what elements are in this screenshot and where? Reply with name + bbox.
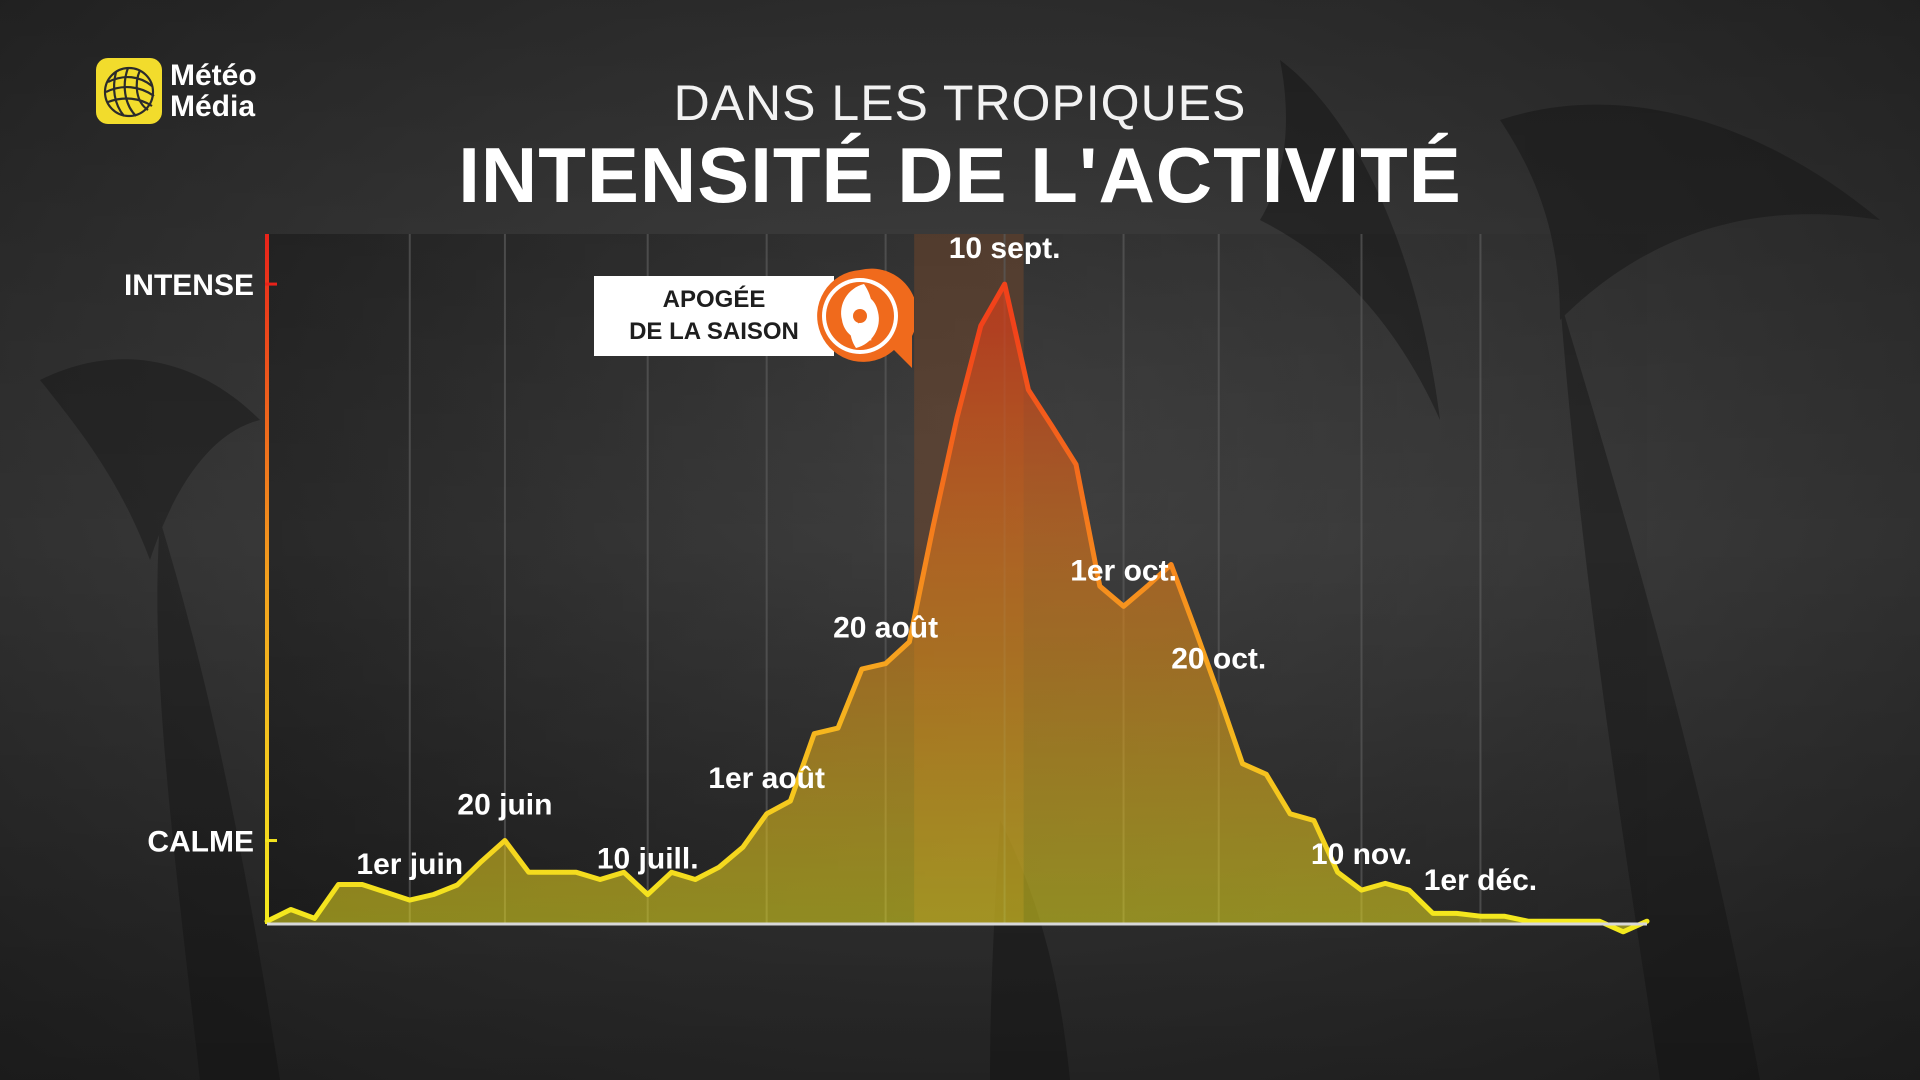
date-label: 20 oct. (1171, 643, 1266, 676)
globe-icon (96, 58, 162, 124)
chart-title: INTENSITÉ DE L'ACTIVITÉ (458, 131, 1462, 219)
date-label: 20 août (833, 612, 938, 645)
callout-line-1: APOGÉE (662, 286, 766, 313)
activity-area (267, 284, 1647, 932)
hurricane-icon (808, 264, 918, 370)
y-axis-label: INTENSE (124, 269, 254, 302)
date-label: 10 nov. (1311, 838, 1412, 871)
date-label: 1er août (708, 762, 825, 795)
date-label: 1er juin (356, 848, 463, 881)
logo-wordmark: Météo Média (170, 60, 257, 122)
y-axis-label: CALME (147, 826, 254, 859)
logo-line-1: Météo (170, 59, 257, 92)
logo-line-2: Média (170, 90, 256, 123)
date-label: 10 juill. (597, 843, 699, 876)
peak-callout: APOGÉE DE LA SAISON (594, 276, 834, 356)
date-label: 10 sept. (949, 232, 1061, 265)
meteomedia-logo: Météo Média (96, 56, 316, 128)
date-label: 1er déc. (1424, 864, 1537, 897)
date-label: 1er oct. (1070, 554, 1177, 587)
callout-line-2: DE LA SAISON (629, 318, 799, 345)
date-label: 20 juin (457, 789, 552, 822)
activity-line (264, 281, 1650, 935)
chart-subtitle: DANS LES TROPIQUES (673, 75, 1247, 131)
